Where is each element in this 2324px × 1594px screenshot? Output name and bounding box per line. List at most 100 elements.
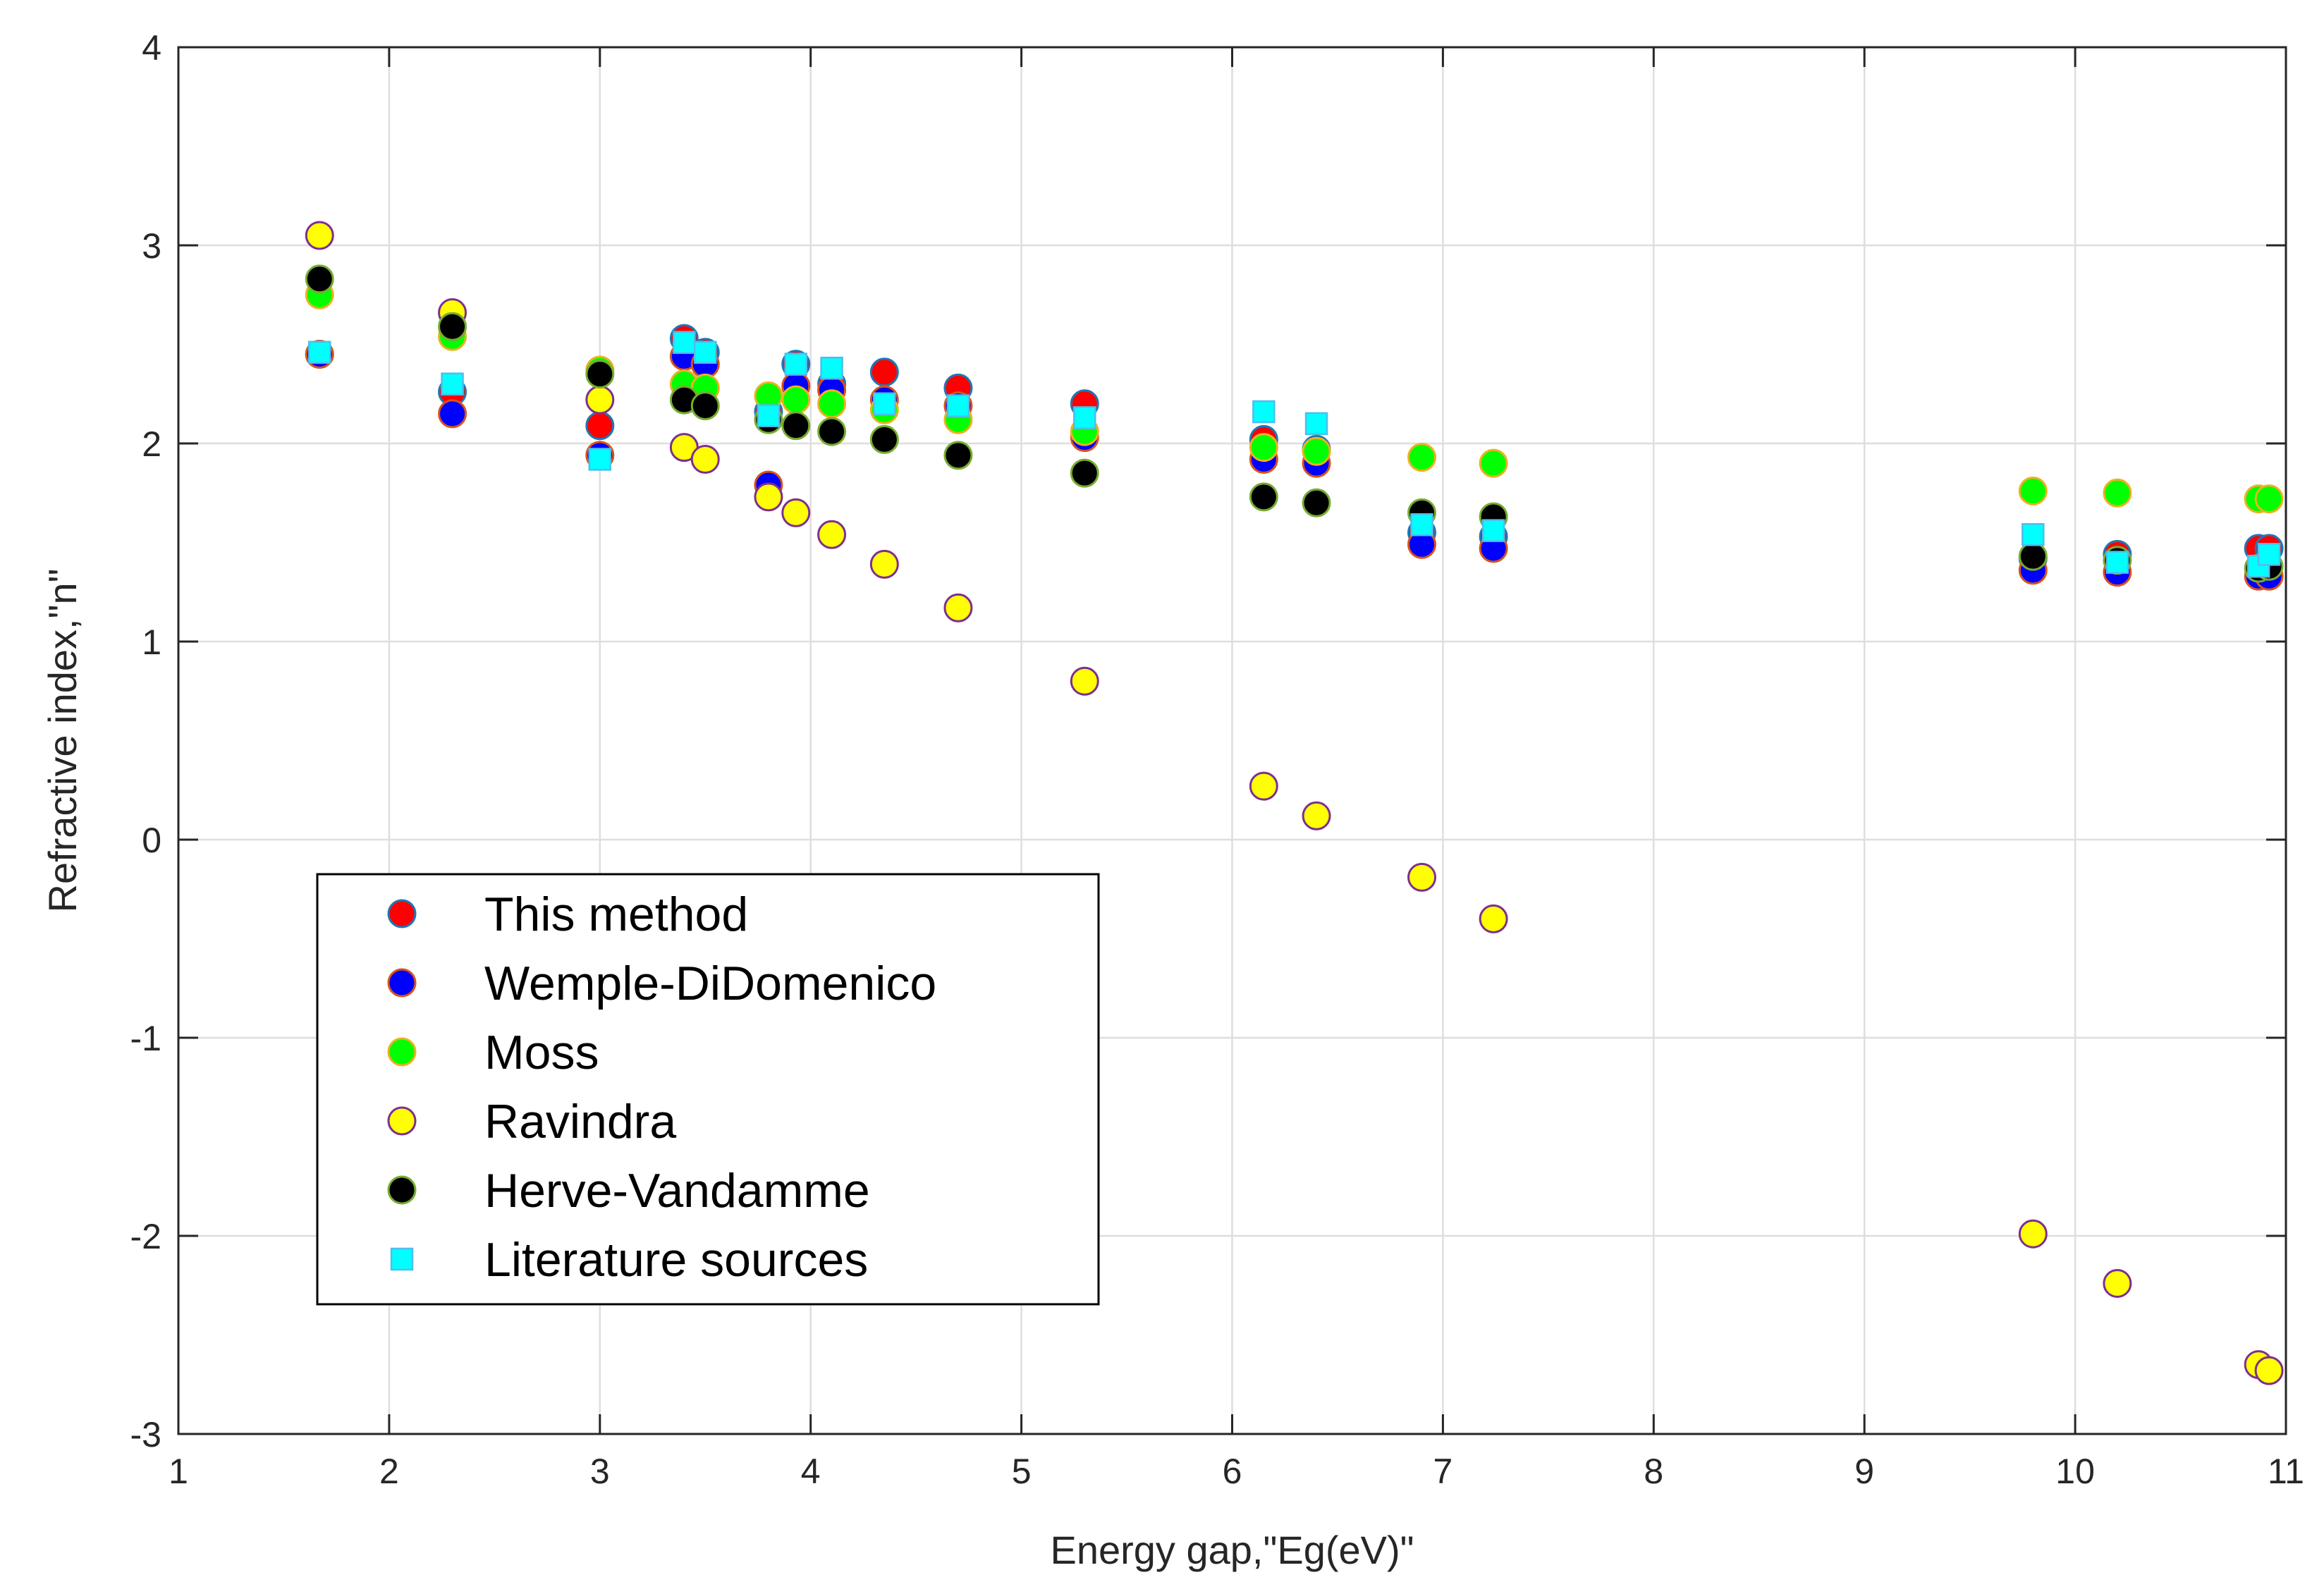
data-point (305, 264, 334, 294)
data-point (585, 360, 615, 389)
legend-marker (387, 1106, 417, 1136)
data-point (2018, 476, 2048, 505)
legend-marker (387, 1037, 417, 1067)
data-point (1249, 433, 1278, 462)
data-point (2103, 1268, 2132, 1298)
data-point-square (873, 392, 896, 416)
data-point (1407, 443, 1437, 472)
legend-marker (387, 1175, 417, 1205)
y-axis-label: Refractive index,"n" (40, 569, 85, 913)
legend-item: Ravindra (387, 1095, 676, 1148)
data-point (1302, 436, 1331, 466)
data-point-square (1481, 519, 1505, 542)
data-point-square (1073, 406, 1096, 429)
data-point (1070, 458, 1099, 488)
x-tick-label: 9 (1854, 1452, 1874, 1491)
data-point (2254, 1356, 2284, 1385)
tick-labels: 1 2 3 4 5 6 7 8 9 10 11 -3 -2 -1 0 1 2 3 4 (130, 28, 2304, 1491)
x-tick-label: 2 (379, 1452, 399, 1491)
data-point (817, 389, 847, 419)
data-point (585, 411, 615, 441)
data-point (585, 385, 615, 415)
data-point (943, 441, 973, 470)
x-tick-label: 6 (1223, 1452, 1242, 1491)
data-point (690, 391, 720, 421)
data-point (2254, 484, 2284, 514)
y-tick-label: 0 (142, 821, 161, 860)
data-point-square (1304, 412, 1328, 436)
legend-marker (390, 1247, 414, 1271)
x-tick-label: 5 (1012, 1452, 1032, 1491)
y-tick-label: 3 (142, 226, 161, 266)
y-tick-label: 1 (142, 623, 161, 662)
y-tick-label: -3 (130, 1415, 161, 1454)
data-point-square (2257, 543, 2281, 566)
y-tick-label: -1 (130, 1019, 161, 1058)
data-point (817, 417, 847, 446)
data-point (781, 385, 811, 415)
data-point (438, 399, 467, 429)
axis-ticks (177, 46, 2287, 1435)
data-markers (305, 221, 2284, 1385)
legend-label: Herve-Vandamme (484, 1164, 870, 1218)
data-point (943, 593, 973, 623)
legend-item: Wemple-DiDomenico (387, 957, 936, 1010)
data-point (817, 520, 847, 549)
data-point (1249, 771, 1278, 801)
legend-label: Ravindra (484, 1095, 676, 1148)
data-point-square (1410, 513, 1433, 537)
data-point (1302, 801, 1331, 830)
legend-marker (387, 899, 417, 928)
x-tick-label: 7 (1433, 1452, 1452, 1491)
data-point (781, 411, 811, 441)
x-tick-label: 3 (590, 1452, 610, 1491)
data-point-square (308, 341, 331, 364)
data-point-square (588, 448, 612, 471)
legend-marker (387, 968, 417, 998)
data-point (2018, 541, 2048, 571)
data-point-square (2022, 523, 2045, 546)
data-point-square (1252, 400, 1276, 424)
series-5 (308, 331, 2281, 578)
legend-label: Literature sources (484, 1233, 868, 1287)
data-point (1070, 666, 1099, 696)
legend-label: Wemple-DiDomenico (484, 957, 936, 1010)
y-tick-label: 2 (142, 424, 161, 464)
data-point-square (694, 341, 717, 364)
y-tick-label: -2 (130, 1217, 161, 1256)
x-tick-label: 4 (801, 1452, 821, 1491)
legend-item: This method (387, 888, 748, 941)
series-3 (305, 221, 2284, 1385)
data-point (1302, 488, 1331, 517)
data-point (305, 221, 334, 250)
data-point (690, 444, 720, 474)
data-point (2103, 478, 2132, 508)
legend: This method Wemple-DiDomenico Moss Ravindra… (316, 873, 1100, 1306)
x-tick-label: 10 (2055, 1452, 2095, 1491)
y-tick-label: 4 (142, 28, 161, 68)
legend-item: Moss (387, 1026, 599, 1079)
data-point (1479, 904, 1508, 933)
data-point-square (441, 372, 464, 396)
data-point-square (757, 404, 781, 427)
x-tick-label: 11 (2268, 1452, 2304, 1491)
data-point (2018, 1219, 2048, 1249)
legend-box (316, 873, 1100, 1306)
legend-item: Literature sources (390, 1233, 868, 1287)
data-point-square (2105, 551, 2129, 574)
data-point (1407, 862, 1437, 892)
data-point-square (784, 352, 808, 376)
data-point-square (820, 356, 843, 380)
legend-label: This method (484, 888, 748, 941)
data-point-square (673, 331, 696, 354)
x-tick-label: 8 (1644, 1452, 1663, 1491)
data-point (781, 498, 811, 527)
data-point (438, 312, 467, 341)
legend-item: Herve-Vandamme (387, 1164, 870, 1218)
data-point (869, 357, 899, 387)
x-tick-label: 1 (169, 1452, 188, 1491)
data-point (1479, 448, 1508, 478)
x-axis-label: Energy gap,"Eg(eV)" (1050, 1528, 1414, 1572)
data-point (869, 549, 899, 579)
